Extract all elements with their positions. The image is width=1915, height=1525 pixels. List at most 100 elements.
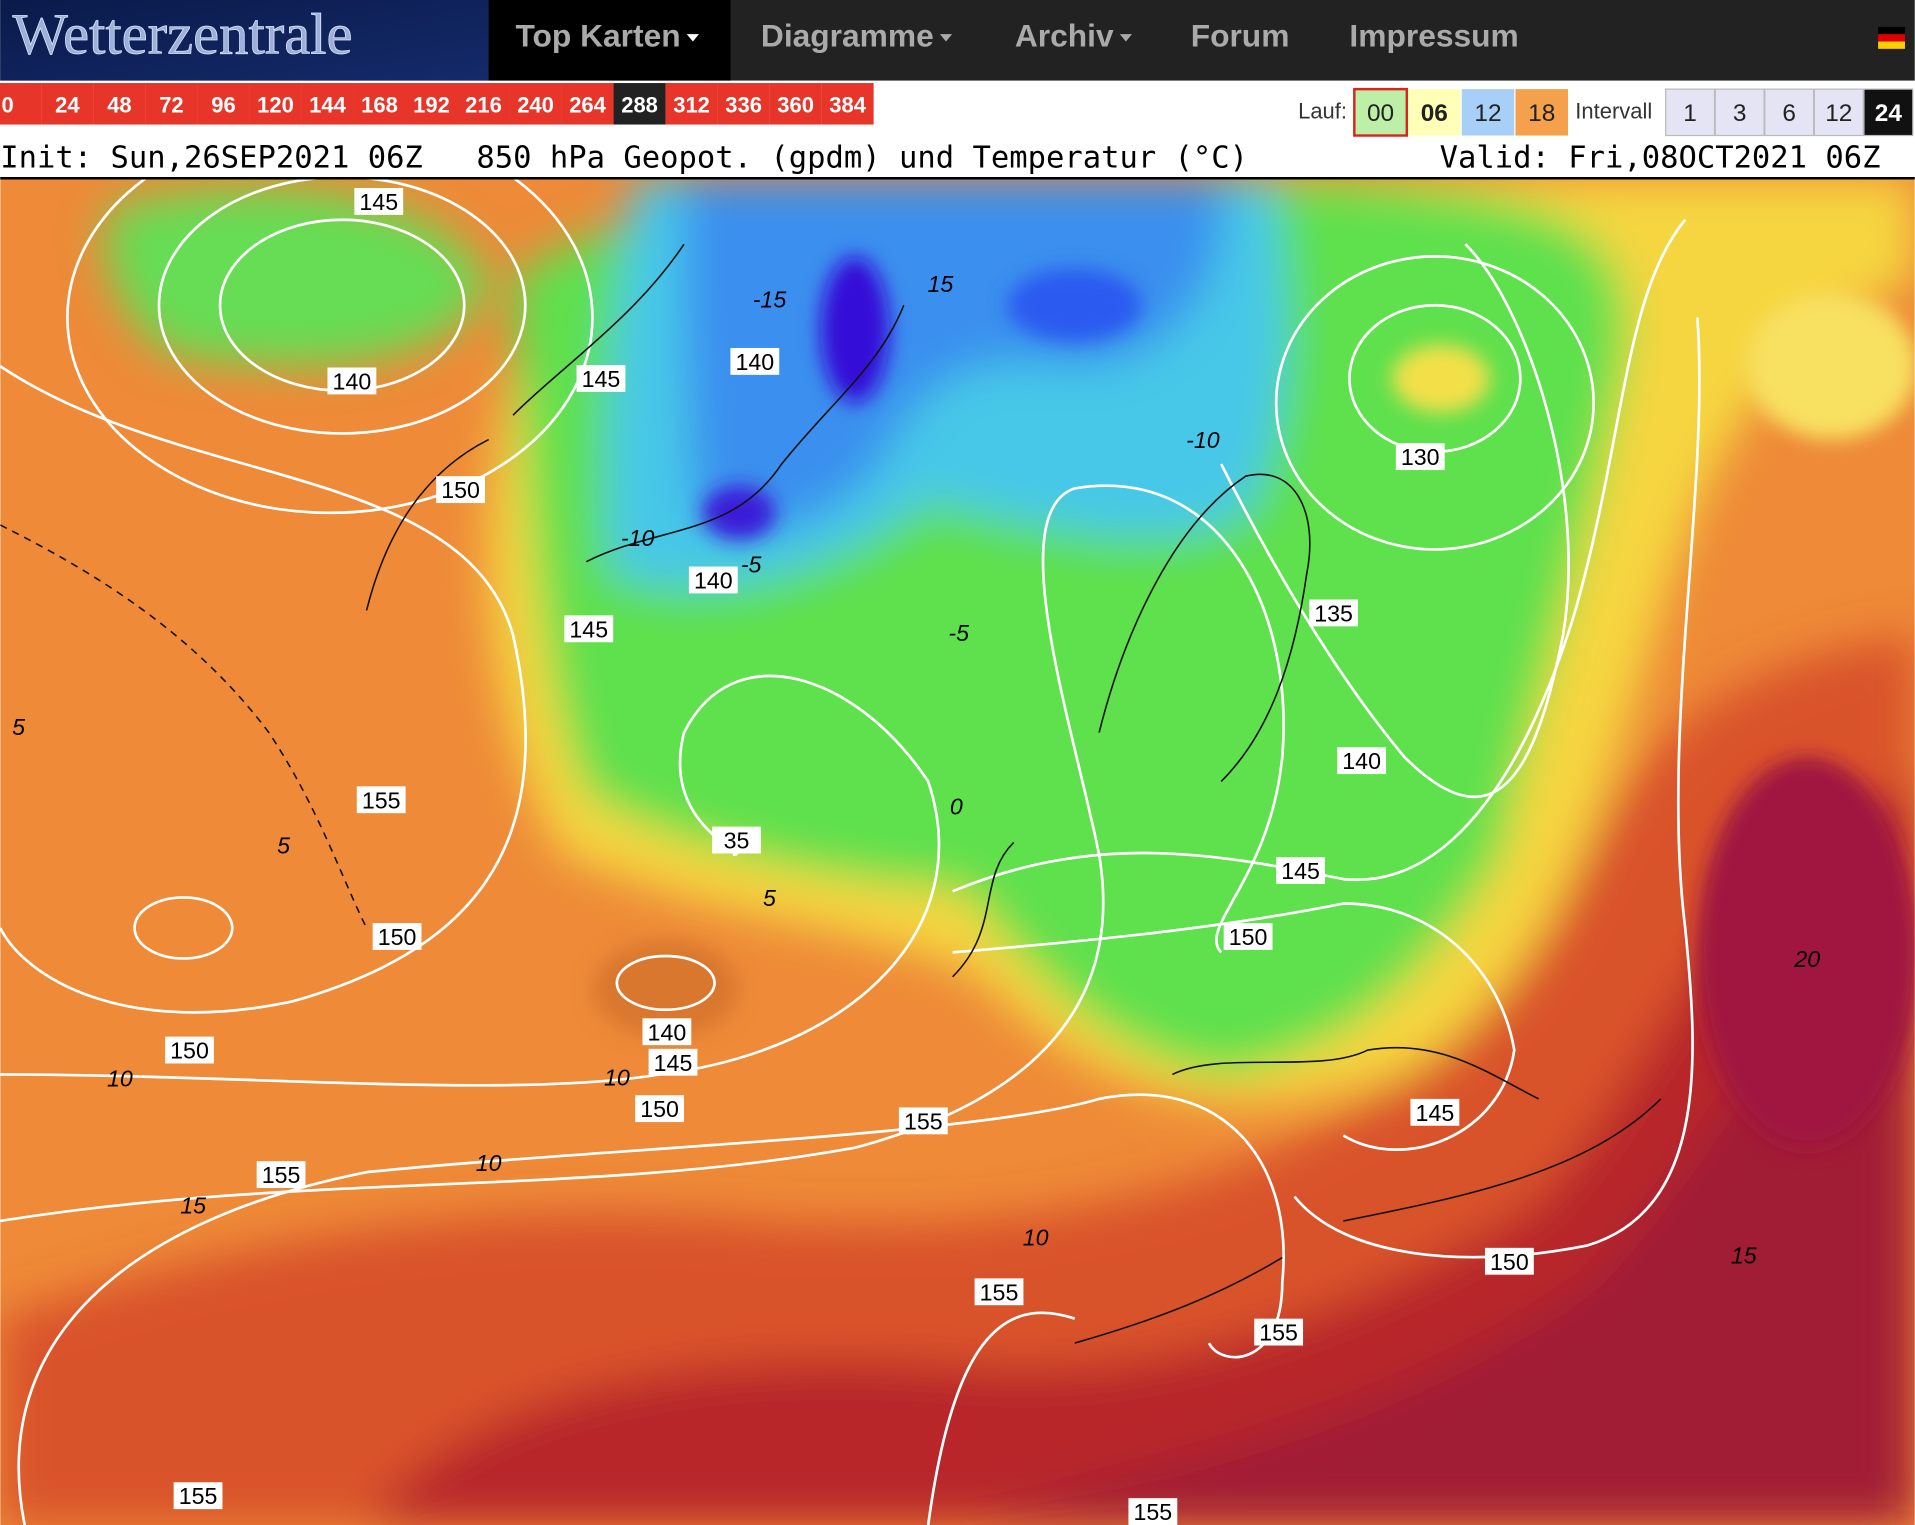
hour-label[interactable]: 48: [107, 92, 131, 117]
interval-option[interactable]: 24: [1875, 100, 1903, 127]
isotherm-label: 10: [107, 1066, 133, 1092]
isohypse-label: 150: [640, 1096, 679, 1122]
nav-item[interactable]: Forum: [1191, 17, 1290, 53]
isotherm-label: 10: [604, 1064, 630, 1090]
interval-button[interactable]: [1714, 88, 1765, 137]
hour-label[interactable]: 216: [465, 92, 502, 117]
hour-label[interactable]: 144: [309, 92, 346, 117]
interval-option[interactable]: 3: [1733, 100, 1747, 127]
isohypse-label: 155: [1134, 1499, 1173, 1525]
run-button[interactable]: [1353, 87, 1409, 137]
isohypse-label: 145: [359, 189, 398, 215]
hour-label[interactable]: 168: [361, 92, 398, 117]
interval-button[interactable]: [1813, 88, 1864, 137]
interval-option[interactable]: 1: [1683, 100, 1697, 127]
run-option[interactable]: 06: [1421, 100, 1448, 127]
isohypse-label: 145: [582, 366, 621, 392]
run-option[interactable]: 12: [1474, 100, 1501, 127]
isohypse-label: 145: [654, 1050, 693, 1076]
nav-item[interactable]: Archiv: [1015, 17, 1114, 53]
hour-button[interactable]: [769, 83, 822, 125]
hour-button[interactable]: [405, 83, 458, 125]
hour-label[interactable]: 360: [777, 92, 814, 117]
dropdown-caret: [939, 34, 953, 42]
hour-button[interactable]: [353, 83, 406, 125]
isohypse-label-box: [173, 1482, 223, 1510]
hour-button[interactable]: [93, 83, 146, 125]
map-title: 850 hPa Geopot. (gpdm) und Temperatur (°…: [476, 140, 1248, 175]
dropdown-caret: [686, 34, 699, 42]
run-option[interactable]: 00: [1367, 100, 1394, 127]
isohypse-label: 140: [648, 1019, 687, 1045]
isohypse-label: 150: [1490, 1249, 1529, 1275]
hour-button[interactable]: [821, 83, 874, 125]
isohypse-label: 155: [980, 1279, 1019, 1305]
nav-item[interactable]: Impressum: [1349, 17, 1518, 53]
isohypse-label-box: [1337, 747, 1387, 775]
isohypse-label: 35: [724, 828, 750, 854]
hour-button[interactable]: [717, 83, 770, 125]
hour-button[interactable]: [509, 83, 562, 125]
hour-label[interactable]: 312: [673, 92, 710, 117]
hour-button[interactable]: [41, 83, 94, 125]
logo[interactable]: Wetterzentrale: [12, 1, 353, 67]
run-button[interactable]: [1408, 89, 1461, 136]
isohypse-label-box: [1128, 1498, 1178, 1525]
isohypse-label: 150: [170, 1038, 209, 1064]
isohypse-label-box: [354, 188, 404, 215]
isotherm-label: 5: [763, 885, 776, 911]
isohypse-label-box: [1484, 1247, 1534, 1275]
interval-button[interactable]: [1764, 88, 1815, 137]
hour-button[interactable]: [665, 83, 718, 125]
isotherm-label: 15: [1731, 1243, 1757, 1269]
hour-label[interactable]: 192: [413, 92, 450, 117]
isohypse-label-box: [564, 615, 614, 643]
run-option[interactable]: 18: [1528, 100, 1555, 127]
hour-button[interactable]: [457, 83, 510, 125]
nav-item[interactable]: Diagramme: [761, 17, 934, 53]
interval-option[interactable]: 6: [1782, 100, 1796, 127]
hour-button[interactable]: [613, 83, 666, 125]
hour-label[interactable]: 384: [829, 92, 866, 117]
isohypse-label: 150: [378, 924, 417, 950]
hour-label[interactable]: 336: [725, 92, 762, 117]
isohypse-label-box: [576, 365, 626, 392]
isohypse-label: 155: [904, 1108, 943, 1134]
hour-label[interactable]: 120: [257, 92, 294, 117]
flag[interactable]: [1878, 26, 1905, 49]
isotherm-label: 10: [476, 1150, 502, 1176]
isohypse-label-box: [165, 1036, 214, 1064]
run-button[interactable]: [1515, 89, 1568, 136]
interval-button[interactable]: [1665, 88, 1716, 137]
hour-label[interactable]: 240: [517, 92, 554, 117]
hour-button[interactable]: [249, 83, 302, 125]
hour-label[interactable]: 264: [569, 92, 606, 117]
isotherm-label: -10: [1186, 427, 1220, 453]
isotherm-label: 20: [1793, 946, 1820, 972]
interval-button[interactable]: [1863, 88, 1914, 137]
hour-button[interactable]: [145, 83, 198, 125]
isohypse-label: 145: [1281, 858, 1320, 884]
hour-label[interactable]: 96: [211, 92, 235, 117]
hour-button[interactable]: [301, 83, 354, 125]
isohypse-label-box: [688, 566, 738, 594]
isohypse-label-box: [1254, 1318, 1304, 1346]
nav-item[interactable]: Top Karten: [516, 17, 681, 53]
interval-option[interactable]: 12: [1825, 100, 1852, 127]
run-button[interactable]: [1461, 89, 1515, 136]
isohypse-label-box: [1395, 443, 1445, 471]
hour-button[interactable]: [0, 83, 42, 125]
hour-label[interactable]: 0: [1, 92, 13, 117]
isotherm-label: 5: [12, 714, 25, 740]
hour-label[interactable]: 72: [159, 92, 183, 117]
hour-button[interactable]: [197, 83, 250, 125]
hour-label[interactable]: 24: [55, 92, 80, 117]
isohypse-label-box: [712, 826, 761, 854]
isohypse-label-box: [635, 1095, 685, 1123]
isohypse-label: 155: [179, 1483, 218, 1509]
isohypse-label-box: [1223, 923, 1273, 950]
hour-label[interactable]: 288: [621, 92, 658, 117]
hour-button[interactable]: [561, 83, 614, 125]
isohypse-label-box: [898, 1107, 948, 1135]
